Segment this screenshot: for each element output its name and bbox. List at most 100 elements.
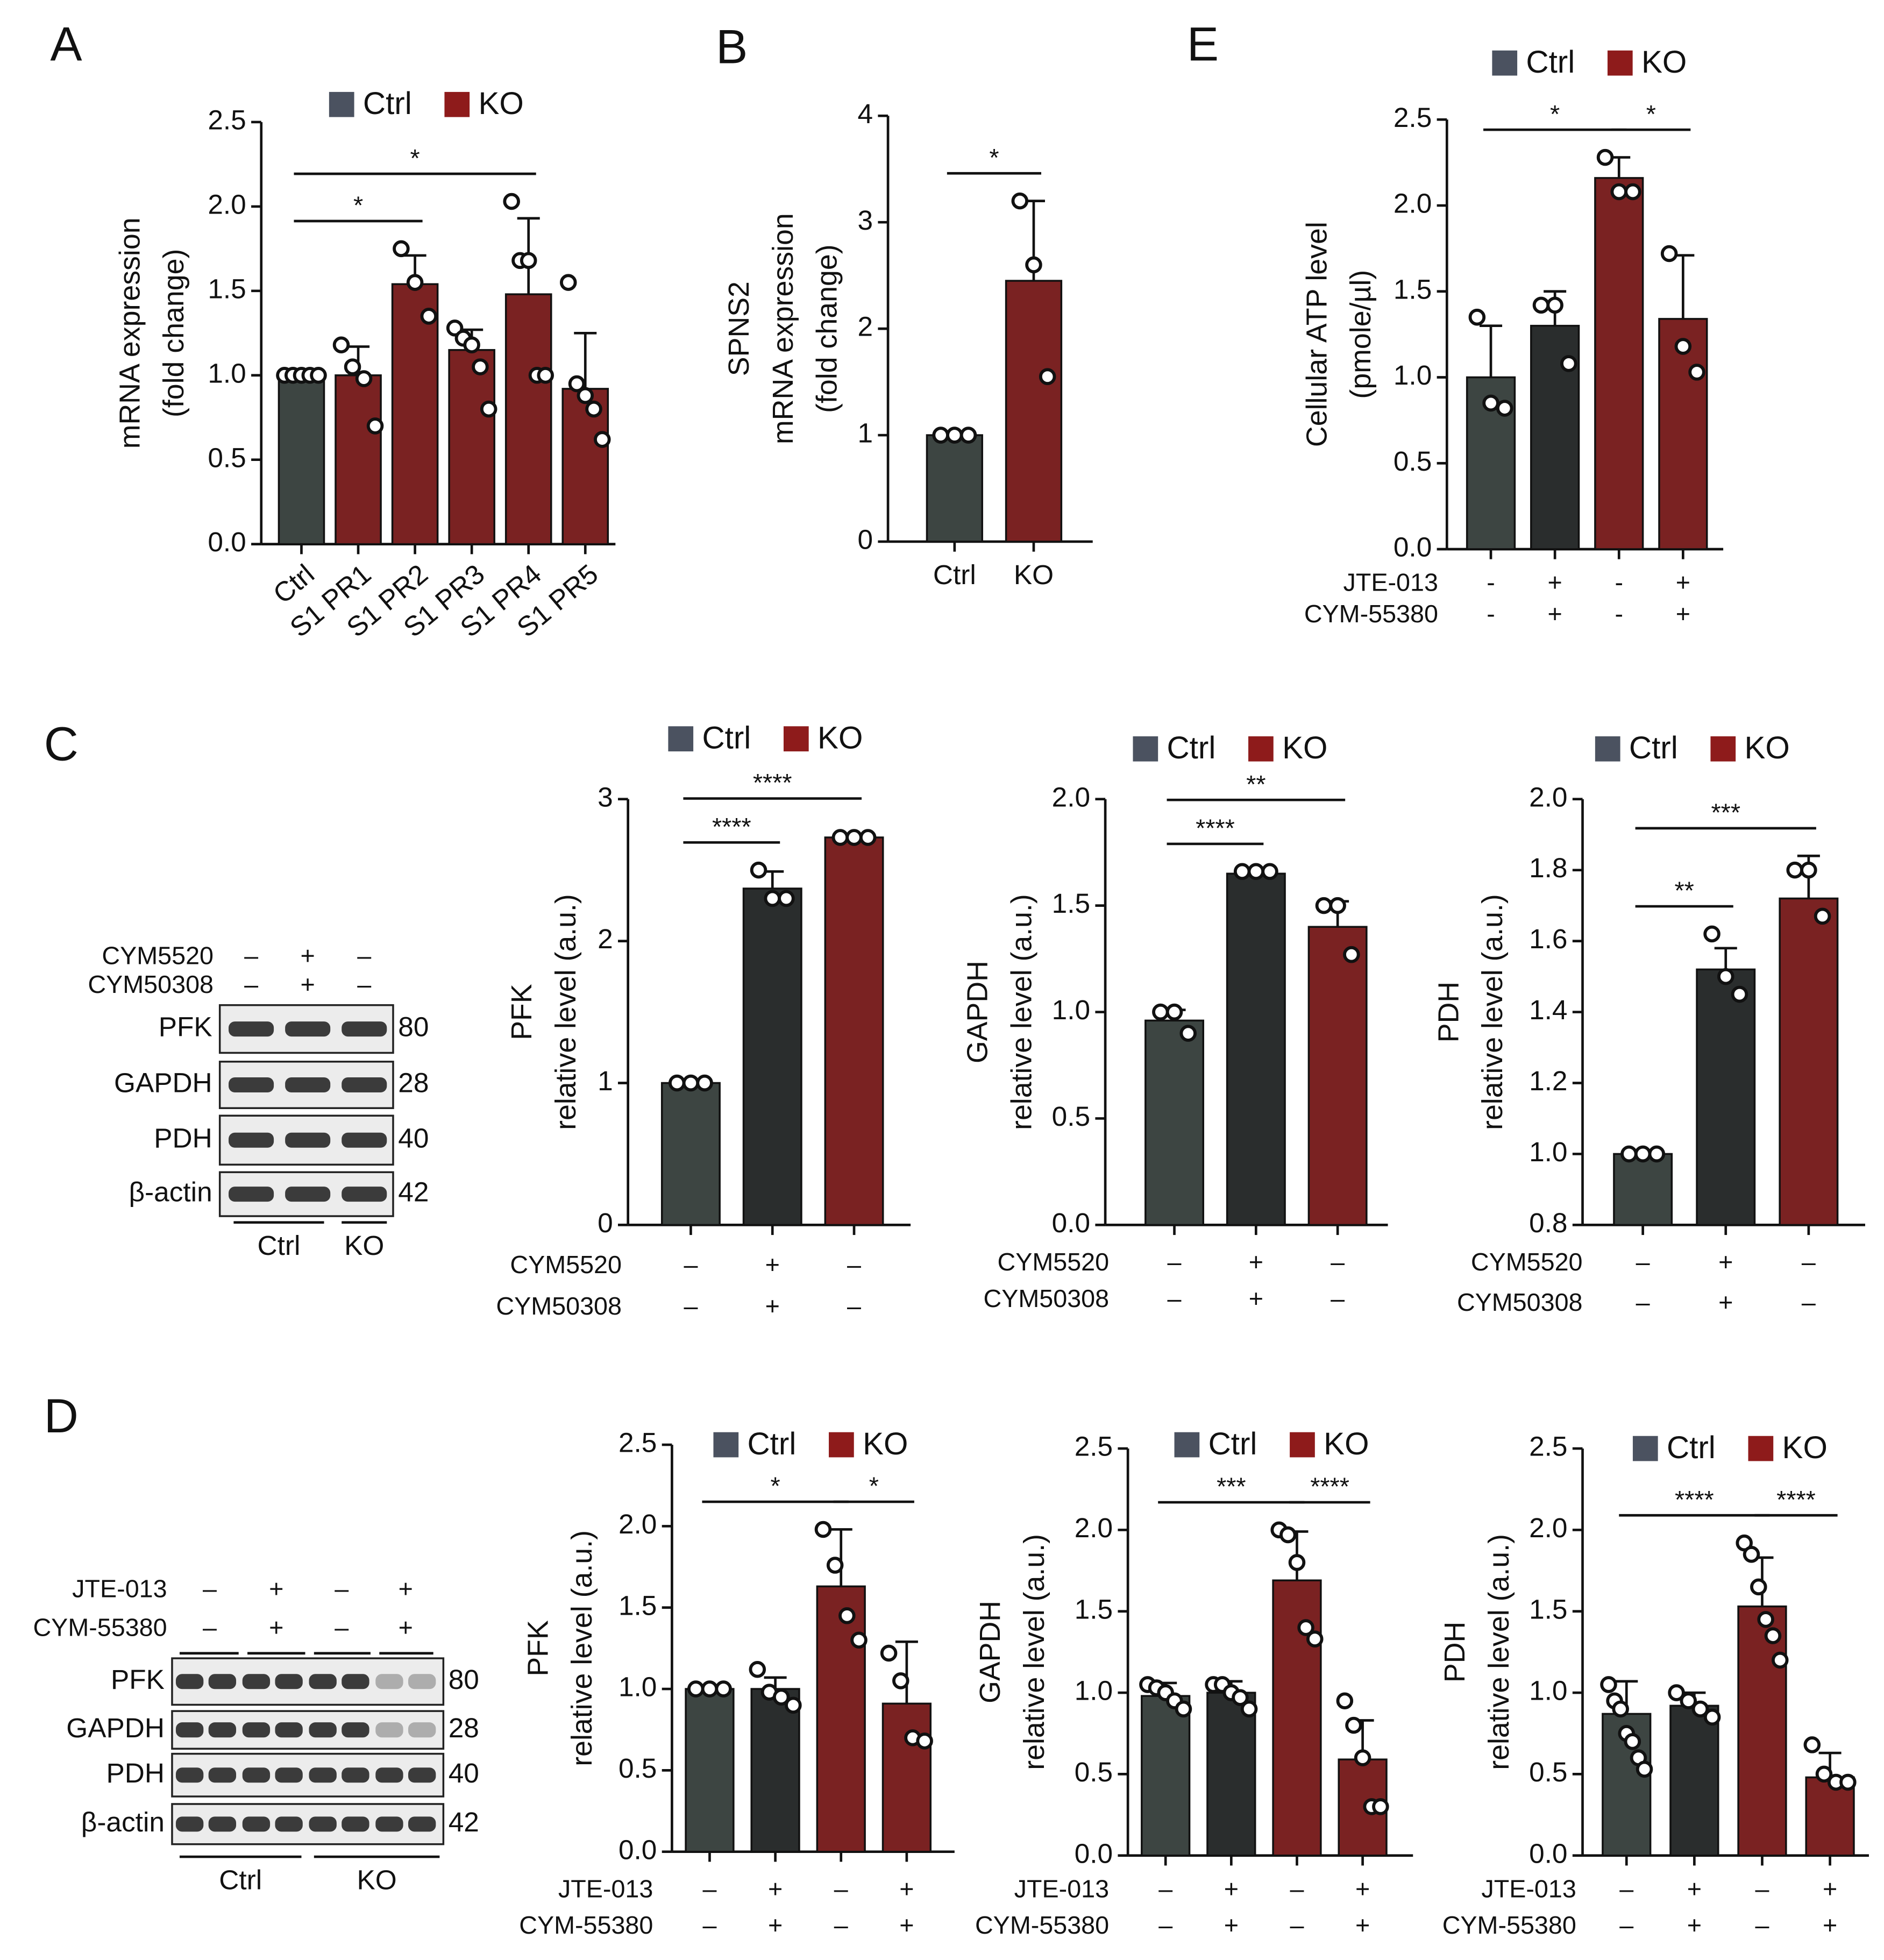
treatment-mark: +: [269, 1574, 283, 1602]
treatment-mark: +: [1355, 1911, 1370, 1939]
kda-label: 80: [449, 1664, 479, 1695]
treatment-mark: +: [1224, 1874, 1239, 1902]
y-tick-label: 1.5: [1394, 273, 1432, 304]
data-point: [1011, 192, 1029, 210]
legend-swatch: [829, 1432, 854, 1458]
y-axis-label: mRNA expression: [767, 213, 799, 444]
data-point: [537, 367, 554, 384]
data-point: [916, 1732, 933, 1750]
data-point: [1279, 1526, 1297, 1544]
data-point: [1532, 296, 1550, 314]
treatment-mark: –: [834, 1874, 848, 1902]
treatment-mark: +: [301, 941, 315, 969]
y-tick-label: 3: [857, 204, 873, 236]
significance-label: ****: [1776, 1486, 1816, 1514]
y-tick-label: 0.5: [1394, 445, 1432, 477]
y-tick-label: 2.0: [1394, 188, 1432, 219]
treatment-name: JTE-013: [72, 1574, 167, 1602]
data-point: [1764, 1627, 1782, 1644]
blot-band: [175, 1674, 204, 1689]
data-point: [668, 1074, 686, 1092]
data-point: [310, 367, 327, 384]
data-point: [814, 1521, 832, 1538]
treatment-name: JTE-013: [1343, 569, 1438, 596]
data-point: [1610, 183, 1628, 201]
group-label: KO: [357, 1864, 396, 1895]
data-point: [1468, 308, 1486, 326]
bar-chart: 0 1 2 3 PFK relative level (a.u.) CYM5520 – + – CY…: [496, 720, 911, 1320]
blot-band: [275, 1674, 303, 1689]
blot-band: [275, 1816, 303, 1832]
data-point: [585, 400, 602, 418]
blot-band: [229, 1077, 274, 1093]
data-point: [1372, 1798, 1389, 1815]
treatment-mark: +: [765, 1292, 780, 1320]
treatment-mark: –: [1619, 1911, 1633, 1939]
treatment-mark: –: [357, 941, 371, 969]
bar: [1737, 1605, 1787, 1857]
error-bar: [1672, 254, 1695, 319]
y-axis-label: SPNS2: [723, 281, 755, 376]
legend-swatch: [1133, 736, 1158, 762]
y-axis-label: relative level (a.u.): [1483, 1534, 1515, 1770]
data-point: [480, 400, 497, 418]
bar: [1141, 1695, 1191, 1857]
treatment-mark: –: [1636, 1288, 1650, 1316]
data-point: [1336, 1692, 1354, 1709]
kda-label: 42: [398, 1176, 429, 1208]
blot-band: [229, 1187, 274, 1202]
y-tick-label: 0.5: [208, 442, 246, 473]
bar: [448, 349, 495, 545]
blot-band: [408, 1674, 436, 1689]
legend-swatch: [1748, 1436, 1774, 1461]
data-point: [463, 336, 480, 354]
y-tick-label: 1: [598, 1065, 613, 1096]
blot-band: [285, 1187, 331, 1202]
treatment-mark: +: [1249, 1248, 1263, 1276]
y-axis-label: relative level (a.u.): [1005, 894, 1037, 1130]
treatment-mark: –: [1290, 1911, 1304, 1939]
blot-band: [175, 1767, 204, 1783]
protein-label: β-actin: [81, 1806, 165, 1837]
bar: [335, 374, 382, 545]
blot-band: [342, 1674, 369, 1689]
y-tick-label: 2.0: [1052, 781, 1090, 812]
data-point: [826, 1557, 844, 1574]
error-bar: [1714, 947, 1737, 970]
treatment-mark: –: [702, 1874, 716, 1902]
bar: [685, 1688, 735, 1853]
bar-chart: 0.8 1.0 1.2 1.4 1.6 1.8 2.0 PDH relative level (…: [1432, 730, 1865, 1316]
y-tick-label: 0.0: [618, 1834, 657, 1865]
y-tick-label: 1.6: [1529, 923, 1567, 954]
treatment-mark: +: [1676, 600, 1690, 628]
data-point: [1233, 863, 1251, 880]
legend-swatch: [1607, 50, 1633, 76]
treatment-name: CYM50308: [496, 1292, 622, 1320]
blot-band: [309, 1767, 337, 1783]
treatment-mark: –: [1331, 1284, 1345, 1312]
legend-label: Ctrl: [1667, 1430, 1716, 1465]
bar: [660, 1082, 721, 1226]
data-point: [1297, 1619, 1314, 1636]
treatment-mark: –: [684, 1251, 698, 1279]
y-tick-label: 2.5: [618, 1427, 657, 1458]
y-axis-label: relative level (a.u.): [550, 894, 582, 1130]
y-axis-label: relative level (a.u.): [1018, 1534, 1050, 1770]
legend-swatch: [329, 91, 354, 117]
treatment-mark: –: [1158, 1874, 1172, 1902]
panel-label: C: [44, 717, 79, 770]
x-tick-label: Ctrl: [933, 559, 976, 590]
y-tick-label: 2.5: [208, 104, 246, 136]
data-point: [1247, 863, 1265, 880]
blot-band: [285, 1077, 331, 1093]
data-point: [715, 1680, 732, 1698]
panel-label: E: [1187, 18, 1219, 71]
legend-swatch: [1290, 1432, 1315, 1458]
legend-swatch: [1248, 736, 1274, 762]
y-tick-label: 0.0: [1075, 1837, 1113, 1869]
data-point: [1343, 946, 1360, 963]
treatment-mark: +: [768, 1911, 783, 1939]
significance-label: ***: [1217, 1473, 1246, 1501]
legend-swatch: [1632, 1436, 1658, 1461]
data-point: [1179, 1025, 1197, 1042]
